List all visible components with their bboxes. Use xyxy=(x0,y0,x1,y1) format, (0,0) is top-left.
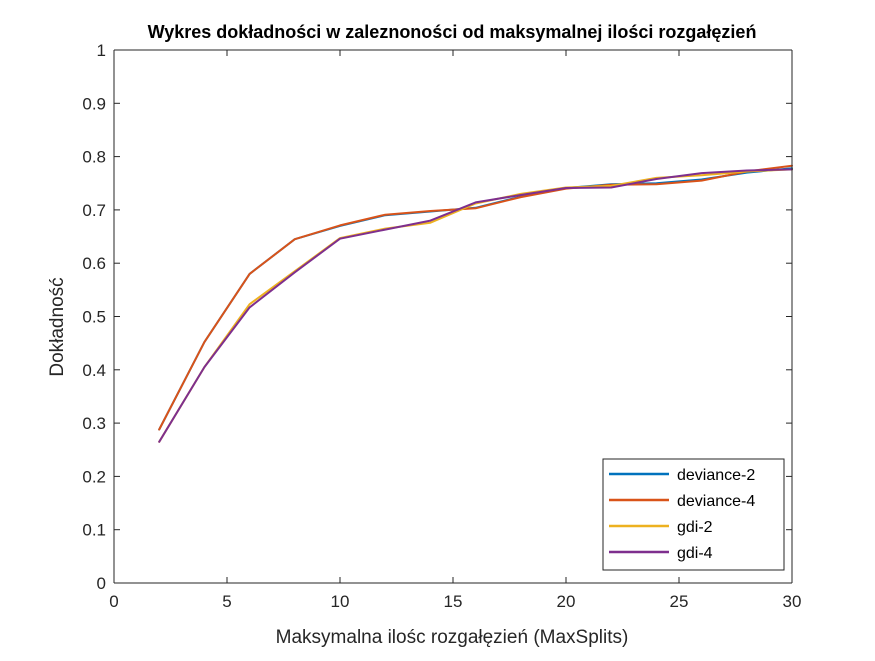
axes-layer: 0 5 10 15 20 25 30 0 0.1 0.2 0.3 0.4 0.5 0.6 0.7 0.8 0.9… xyxy=(82,41,801,611)
x-tick-label: 25 xyxy=(670,592,689,611)
legend-label: deviance-2 xyxy=(677,467,755,484)
y-tick-label: 0.4 xyxy=(82,361,106,380)
legend-label: gdi-2 xyxy=(677,519,713,536)
series-line-deviance-4 xyxy=(158,164,793,431)
x-tick-label: 5 xyxy=(222,592,231,611)
x-tick-label: 20 xyxy=(557,592,576,611)
y-tick-label: 0.9 xyxy=(82,94,106,113)
series-line-gdi-4 xyxy=(158,168,793,443)
x-tick-label: 30 xyxy=(783,592,802,611)
legend-label: gdi-4 xyxy=(677,545,713,562)
y-tick-label: 0.6 xyxy=(82,254,106,273)
series-line-gdi-2 xyxy=(158,168,793,443)
y-tick-label: 1 xyxy=(97,41,106,60)
y-tick-label: 0.3 xyxy=(82,414,106,433)
legend: deviance-2 deviance-4 gdi-2 gdi-4 xyxy=(602,458,785,571)
x-tick-label: 15 xyxy=(444,592,463,611)
series-layer xyxy=(158,164,793,443)
y-axis-label: Dokładność xyxy=(47,277,68,376)
y-tick-label: 0.1 xyxy=(82,521,106,540)
x-axis-label: Maksymalna ilośc rozgałęzień (MaxSplits) xyxy=(276,627,629,648)
x-tick-label: 0 xyxy=(109,592,118,611)
chart-title: Wykres dokładności w zaleznoności od mak… xyxy=(148,22,757,42)
y-tick-label: 0.7 xyxy=(82,201,106,220)
y-tick-label: 0.2 xyxy=(82,467,106,486)
y-tick-label: 0.8 xyxy=(82,148,106,167)
x-tick-label: 10 xyxy=(331,592,350,611)
y-tick-label: 0 xyxy=(97,574,106,593)
y-tick-label: 0.5 xyxy=(82,308,106,327)
legend-label: deviance-4 xyxy=(677,493,755,510)
